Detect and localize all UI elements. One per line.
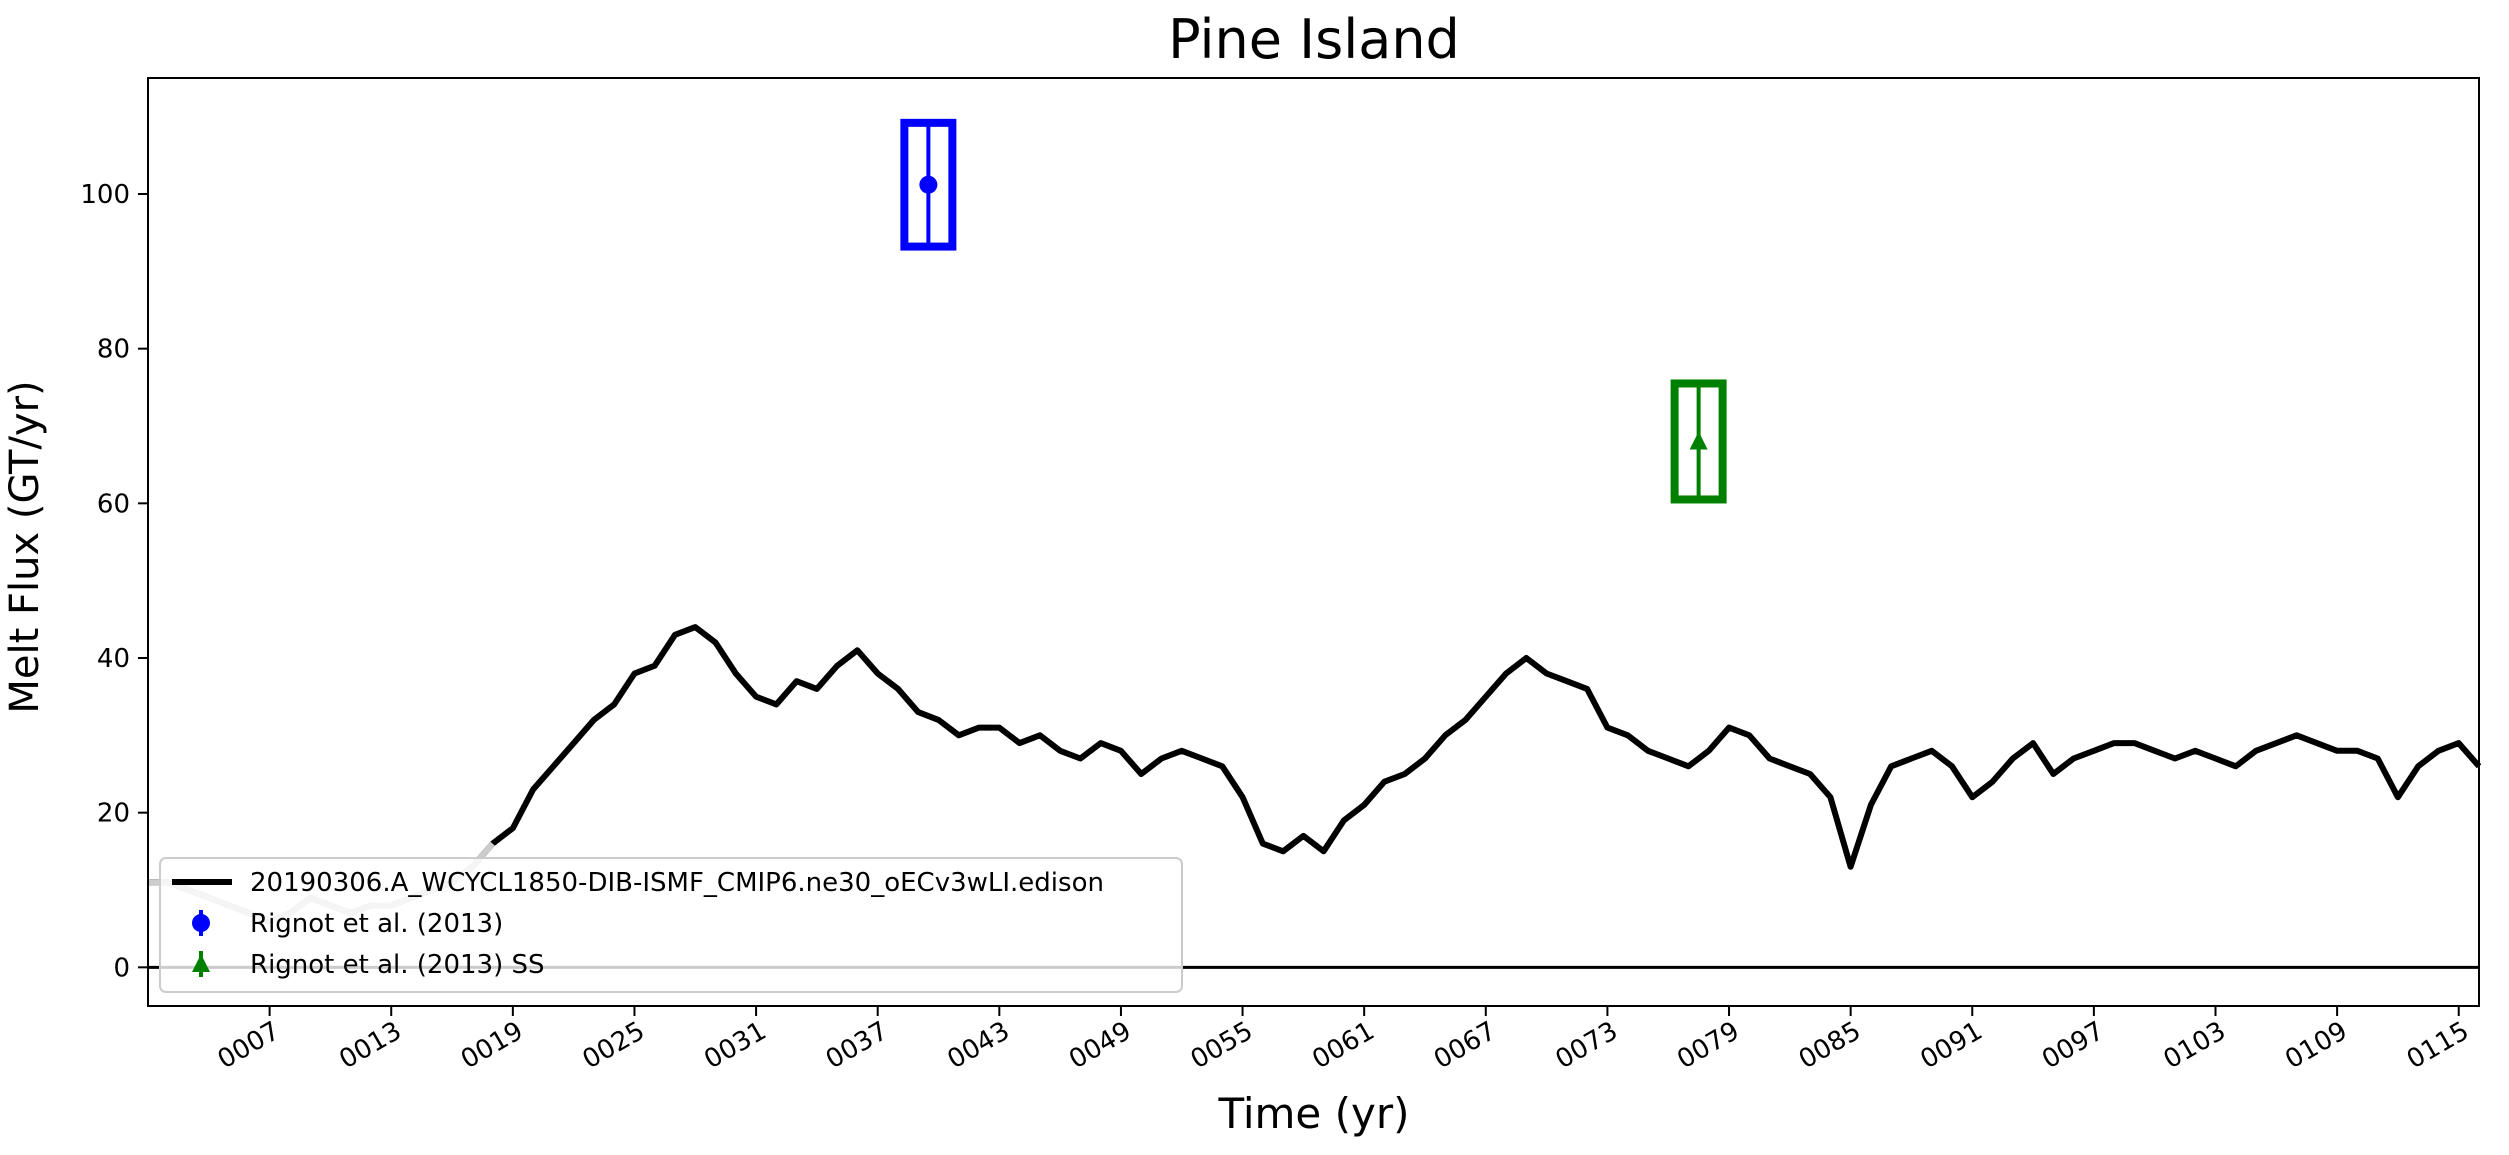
- x-tick-label: 0013: [334, 1016, 406, 1075]
- legend-label: 20190306.A_WCYCL1850-DIB-ISMF_CMIP6.ne30…: [250, 868, 1104, 898]
- x-tick-label: 0061: [1307, 1016, 1379, 1075]
- x-tick-label: 0049: [1064, 1016, 1136, 1075]
- y-tick-label: 100: [80, 180, 130, 210]
- y-tick-label: 40: [97, 644, 130, 674]
- y-tick-label: 0: [113, 953, 130, 983]
- plot-area: [148, 118, 2482, 969]
- observation-marker: [919, 175, 938, 194]
- y-tick-label: 60: [97, 489, 130, 519]
- y-axis: 0 20 40 60 80 100: [80, 180, 148, 983]
- x-tick-label: 0025: [578, 1016, 650, 1075]
- y-tick-label: 20: [97, 799, 130, 829]
- x-tick-label: 0103: [2159, 1016, 2231, 1075]
- x-tick-label: 0115: [2402, 1016, 2474, 1075]
- legend-label: Rignot et al. (2013): [250, 909, 503, 939]
- y-axis-label: Melt Flux (GT/yr): [2, 380, 48, 713]
- observation-marker: [1689, 431, 1708, 450]
- x-tick-label: 0085: [1794, 1016, 1866, 1075]
- legend-marker-swatch: [192, 954, 210, 972]
- series-line: [148, 624, 2482, 924]
- x-tick-label: 0109: [2280, 1016, 2352, 1075]
- legend-frame: [159, 857, 1183, 993]
- legend: 20190306.A_WCYCL1850-DIB-ISMF_CMIP6.ne30…: [159, 857, 1183, 993]
- plot-frame: [147, 77, 2480, 1007]
- x-tick-label: 0007: [213, 1016, 285, 1075]
- legend-label: Rignot et al. (2013) SS: [250, 950, 545, 980]
- x-tick-label: 0055: [1186, 1016, 1258, 1075]
- legend-marker-swatch: [192, 914, 210, 932]
- x-tick-label: 0031: [699, 1016, 771, 1075]
- x-tick-label: 0067: [1429, 1016, 1501, 1075]
- x-axis: 0007 0013 0019 0025 0031 0037 0043 0049 0055 0061…: [213, 1006, 2474, 1075]
- x-tick-label: 0043: [943, 1016, 1015, 1075]
- y-tick-label: 80: [97, 335, 130, 365]
- x-tick-label: 0079: [1672, 1016, 1744, 1075]
- x-axis-label: Time (yr): [1217, 1089, 1409, 1138]
- chart-title: Pine Island: [1168, 8, 1460, 71]
- x-tick-label: 0019: [456, 1016, 528, 1075]
- x-tick-label: 0037: [821, 1016, 893, 1075]
- x-tick-label: 0097: [2037, 1016, 2109, 1075]
- x-tick-label: 0073: [1551, 1016, 1623, 1075]
- x-tick-label: 0091: [1915, 1016, 1987, 1075]
